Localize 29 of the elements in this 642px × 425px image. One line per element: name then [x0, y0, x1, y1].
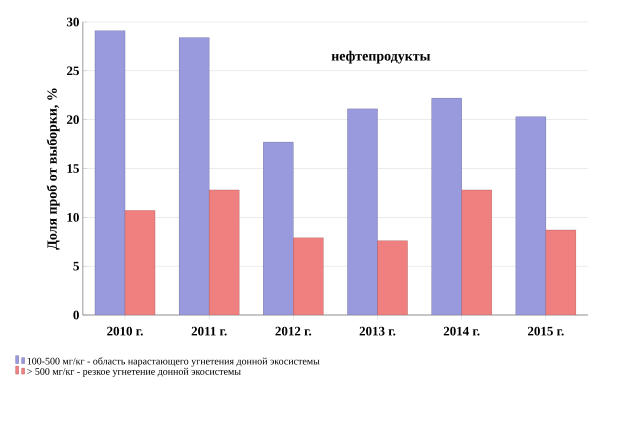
y-tick-label: 15 [67, 164, 79, 173]
bar [178, 37, 210, 315]
x-tick-label: 2011 г. [192, 326, 227, 336]
bar [546, 230, 576, 315]
y-tick-label: 30 [66, 18, 79, 26]
legend-label: 100-500 мг/кг - область нарастающего угнетения донной экосистемы [28, 357, 320, 367]
bar [516, 116, 546, 315]
bar [124, 210, 156, 315]
y-tick-label: 20 [66, 115, 79, 124]
y-tick-label: 10 [67, 212, 79, 222]
y-tick-label: 0 [73, 310, 79, 320]
bar [377, 240, 408, 315]
bar [208, 190, 240, 315]
x-tick-label: 2012 г. [275, 326, 312, 336]
bar [94, 30, 126, 315]
x-tick-label: 2013 г. [360, 326, 396, 336]
bar [293, 238, 324, 315]
y-axis-title: Доля проб от выборки, % [46, 88, 60, 250]
annotation: нефтепродукты [332, 50, 430, 64]
bar [461, 190, 492, 315]
y-tick-label: 5 [73, 262, 79, 270]
y-tick-label: 25 [66, 66, 79, 76]
bar [347, 108, 378, 315]
bar [263, 142, 294, 315]
x-tick-label: 2010 г. [107, 326, 143, 336]
bar [431, 98, 462, 315]
x-tick-label: 2015 г. [528, 326, 564, 336]
x-tick-label: 2014 г. [444, 326, 480, 336]
legend-label: > 500 мг/кг - резкое угнетение донной экосистемы [27, 368, 241, 377]
